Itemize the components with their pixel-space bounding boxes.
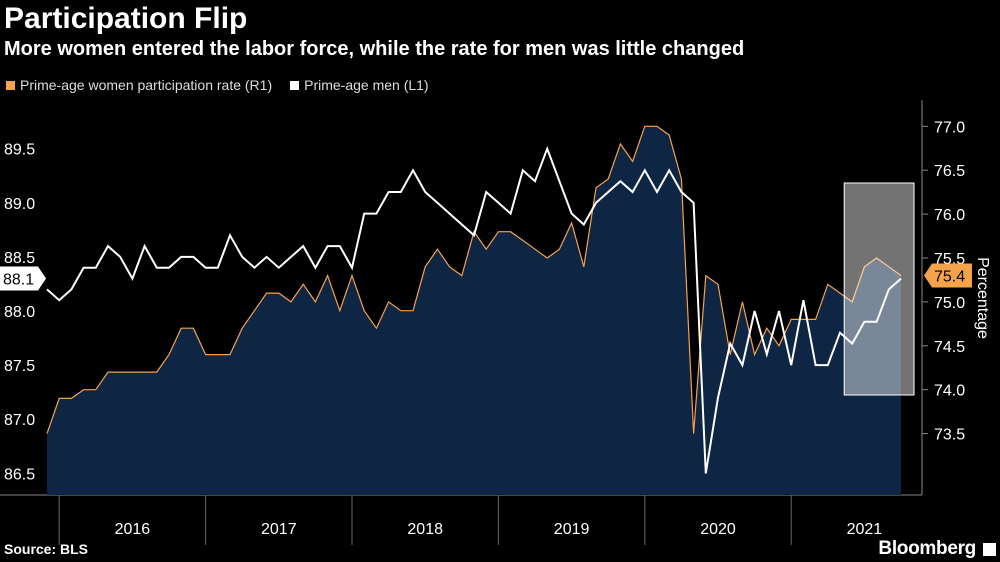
y-left-tick-86.5: 86.5: [4, 466, 35, 483]
y-right-tick-74.5: 74.5: [934, 339, 965, 356]
y-right-tick-76.5: 76.5: [934, 163, 965, 180]
x-tick-label-2019: 2019: [554, 521, 590, 538]
y-left-tick-87.5: 87.5: [4, 358, 35, 375]
women-area: [47, 126, 901, 496]
y-right-tick-77: 77.0: [934, 119, 965, 136]
men-last-value-label: 88.1: [3, 272, 34, 289]
source-note: Source: BLS: [4, 541, 89, 557]
y-right-tick-74: 74.0: [934, 383, 965, 400]
chart-title: Participation Flip: [4, 2, 248, 35]
y-left-tick-89: 89.0: [4, 196, 35, 213]
brand-logo-text: Bloomberg: [878, 538, 976, 559]
y-left-tick-88: 88.0: [4, 304, 35, 321]
women-last-value-label: 75.4: [934, 269, 965, 286]
y-left-tick-87: 87.0: [4, 412, 35, 429]
men-last-value-tag: [0, 266, 46, 291]
x-tick-label-2018: 2018: [407, 521, 443, 538]
x-tick-label-2017: 2017: [261, 521, 297, 538]
legend-item-women: Prime-age women participation rate (R1): [6, 77, 272, 93]
chart-subtitle: More women entered the labor force, whil…: [4, 38, 745, 60]
brand-mark-icon: [983, 543, 996, 556]
y-right-tick-76: 76.0: [934, 207, 965, 224]
legend-label-women: Prime-age women participation rate (R1): [20, 77, 273, 93]
y-right-tick-75: 75.0: [934, 295, 965, 312]
y-right-tick-73.5: 73.5: [934, 427, 965, 444]
x-tick-label-2020: 2020: [700, 521, 736, 538]
x-tick-label-2016: 2016: [115, 521, 151, 538]
men-line: [46, 145, 902, 474]
legend-swatch-women: [6, 80, 15, 90]
legend-swatch-men: [290, 80, 300, 90]
women-last-value-tag: [924, 263, 972, 288]
highlight-box: [843, 182, 915, 396]
legend: Prime-age women participation rate (R1) …: [6, 77, 429, 93]
y-left-tick-88.5: 88.5: [4, 250, 35, 267]
legend-item-men: Prime-age men (L1): [290, 77, 429, 93]
y-right-axis-label: Percentage: [974, 257, 991, 339]
y-left-tick-89.5: 89.5: [4, 142, 35, 159]
x-tick-label-2021: 2021: [847, 521, 883, 538]
legend-label-men: Prime-age men (L1): [304, 77, 429, 93]
